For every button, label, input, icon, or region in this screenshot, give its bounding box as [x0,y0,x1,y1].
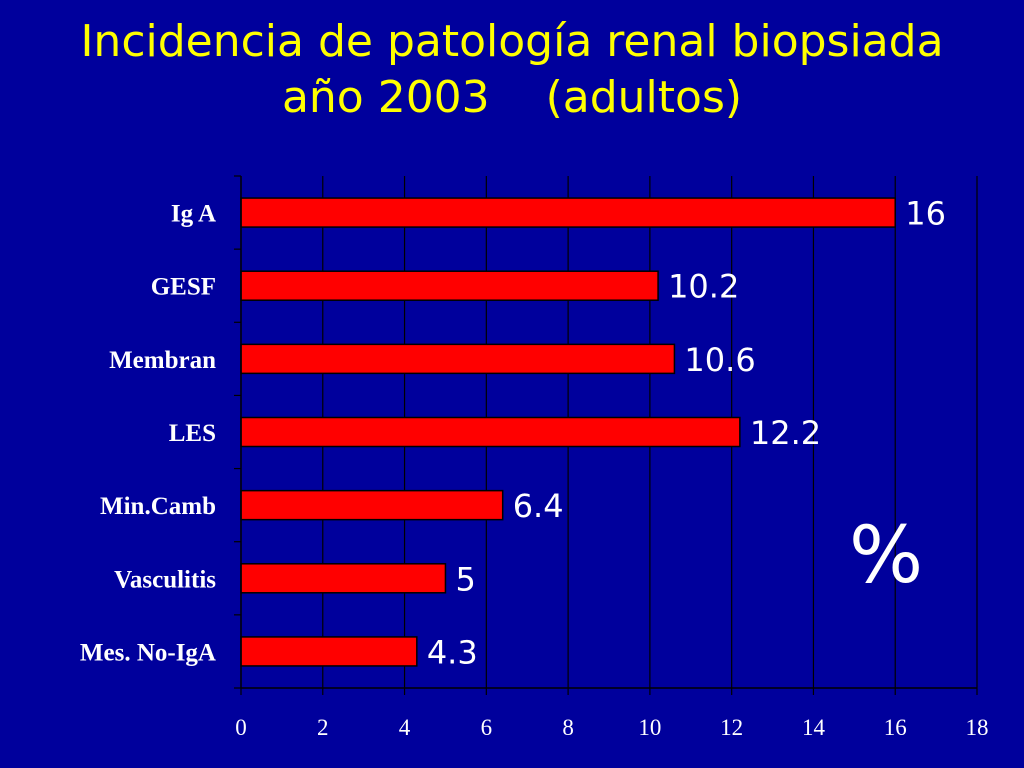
chart-title: Incidencia de patología renal biopsiada … [0,14,1024,126]
chart-labels: 0 2 4 6 8 10 12 14 16 18 Ig A 16 GESF 10.2 Membran 10.6… [80,195,989,740]
category-label: GESF [151,274,216,301]
data-label: 10.6 [684,341,755,379]
bar [240,489,504,521]
bar [240,416,741,448]
category-label: LES [169,420,216,447]
x-tick-label: 10 [638,715,661,740]
x-tick-label: 4 [399,715,411,740]
x-tick-label: 0 [235,715,247,740]
x-tick-label: 18 [966,715,989,740]
chart-bars [240,197,896,667]
data-label: 6.4 [513,487,564,525]
bar [240,197,896,228]
data-label: 16 [905,195,946,233]
bar [240,636,418,667]
x-tick-label: 6 [481,715,493,740]
x-tick-label: 14 [802,715,826,740]
category-label: Min.Camb [100,493,216,520]
category-label: Vasculitis [114,566,216,593]
bar [240,270,659,301]
category-label: Membran [109,347,216,374]
data-label: 5 [455,560,475,598]
bar [240,563,447,594]
data-label: 12.2 [750,414,821,452]
data-label: 4.3 [427,633,478,671]
bar [240,343,676,375]
chart-title-line-2: año 2003 (adultos) [281,72,743,123]
x-tick-label: 8 [562,715,574,740]
x-tick-label: 16 [884,715,907,740]
data-label: 10.2 [668,268,739,306]
chart-title-line-1: Incidencia de patología renal biopsiada [80,16,944,67]
category-label: Ig A [171,201,216,228]
x-tick-label: 2 [317,715,329,740]
unit-label: % [849,511,923,601]
category-label: Mes. No-IgA [80,639,216,666]
x-tick-label: 12 [720,715,743,740]
chart-axes [234,175,978,695]
